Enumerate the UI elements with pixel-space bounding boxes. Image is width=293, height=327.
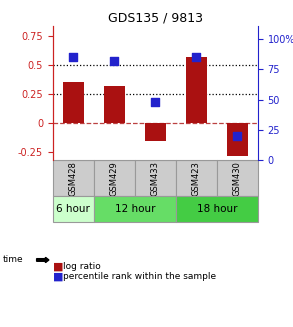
Text: ■: ■ <box>53 262 63 271</box>
Text: 18 hour: 18 hour <box>197 204 237 214</box>
Bar <box>94 196 176 222</box>
Bar <box>176 196 258 222</box>
Text: 12 hour: 12 hour <box>115 204 155 214</box>
Text: ■: ■ <box>53 271 63 281</box>
Bar <box>63 82 84 123</box>
Text: percentile rank within the sample: percentile rank within the sample <box>63 272 216 281</box>
Text: log ratio: log ratio <box>63 262 101 271</box>
Text: GSM433: GSM433 <box>151 161 160 196</box>
Bar <box>94 161 135 196</box>
Bar <box>104 86 125 123</box>
Bar <box>176 161 217 196</box>
Text: GSM423: GSM423 <box>192 161 201 196</box>
Text: GSM430: GSM430 <box>233 161 242 196</box>
Text: GSM429: GSM429 <box>110 161 119 196</box>
Bar <box>145 123 166 141</box>
Point <box>235 134 240 139</box>
Point <box>112 58 117 63</box>
Point <box>153 100 158 105</box>
Title: GDS135 / 9813: GDS135 / 9813 <box>108 12 203 25</box>
Bar <box>186 57 207 123</box>
Point <box>71 55 76 60</box>
Text: time: time <box>3 255 23 265</box>
Bar <box>227 123 248 156</box>
Bar <box>217 161 258 196</box>
Bar <box>53 161 94 196</box>
Text: 6 hour: 6 hour <box>56 204 90 214</box>
Bar <box>53 196 94 222</box>
Bar <box>135 161 176 196</box>
Text: GSM428: GSM428 <box>69 161 78 196</box>
Point <box>194 55 199 60</box>
